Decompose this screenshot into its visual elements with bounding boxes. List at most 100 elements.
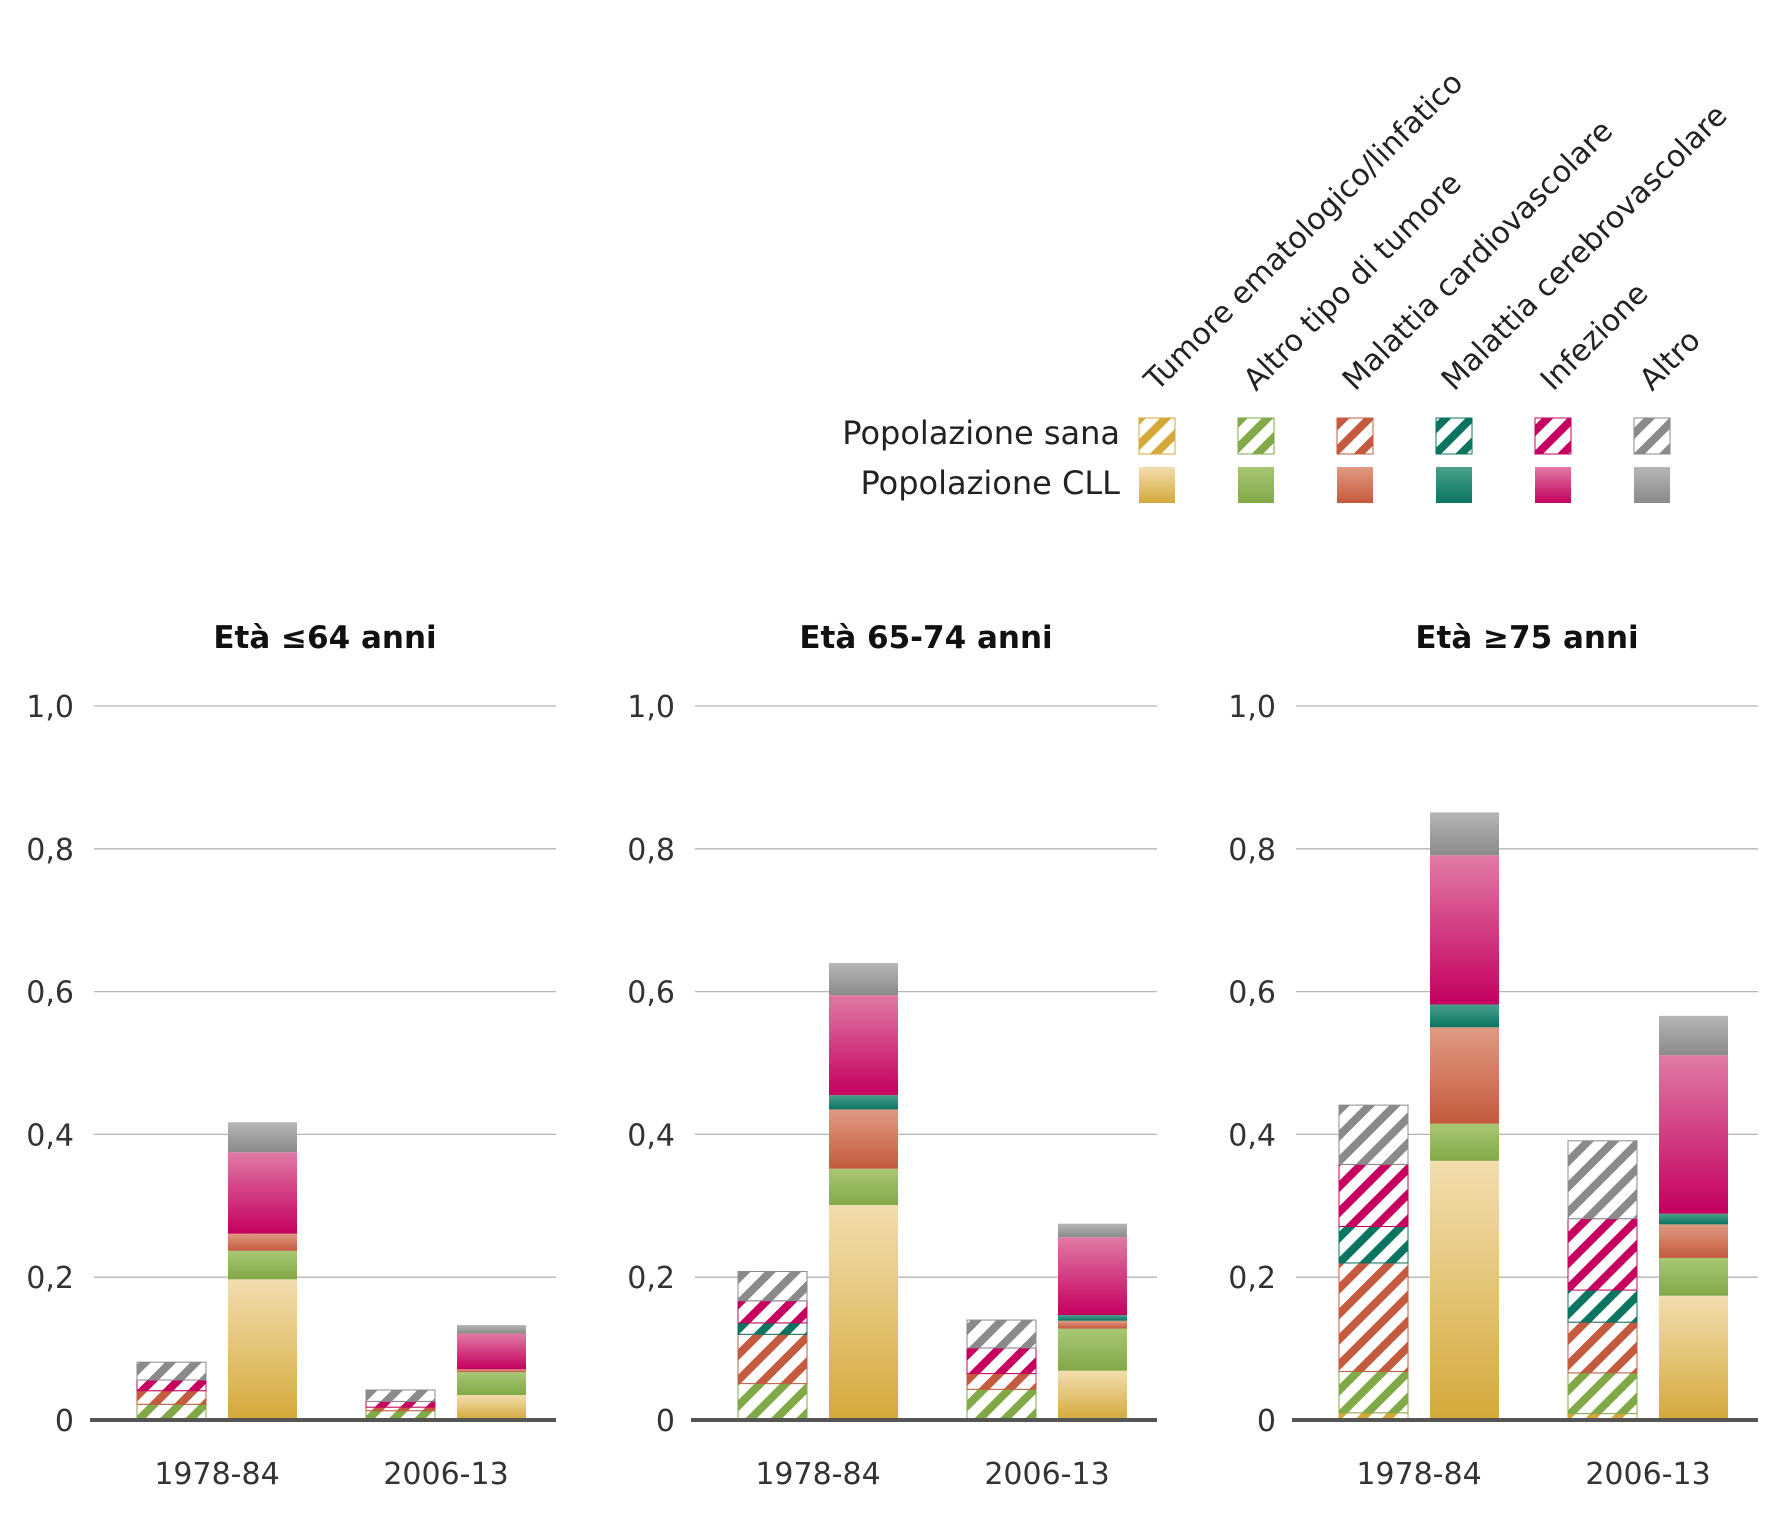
y-tick-label: 0,8 <box>26 833 74 868</box>
y-tick-label: 0,2 <box>26 1261 74 1296</box>
bar-cll-cardio <box>1058 1320 1127 1329</box>
bar-sana-infezione <box>1567 1218 1638 1291</box>
bar-cll-ematologico <box>1430 1160 1499 1420</box>
x-tick-label: 1978-84 <box>1356 1457 1481 1492</box>
legend-swatch-sana-ematologico <box>1138 417 1176 455</box>
legend: Popolazione sana Popolazione CLL Tumore … <box>842 65 1734 503</box>
bar-sana-altro_tumore <box>1567 1372 1638 1415</box>
bar-cll-cardio <box>457 1369 526 1373</box>
panel-2: Età 65-74 anni 0 0,2 0,4 0,6 0,8 1,0 1978-84 200… <box>627 620 1157 1492</box>
bar-cll-altro <box>1058 1223 1127 1238</box>
y-tick-label: 0,4 <box>26 1118 74 1153</box>
y-tick-label: 0,4 <box>1228 1118 1276 1153</box>
legend-swatch-cll-altro <box>1634 467 1670 503</box>
y-tick-label: 0,8 <box>627 833 675 868</box>
bar-sana-infezione <box>737 1300 808 1324</box>
legend-swatch-sana-altro_tumore <box>1237 417 1275 455</box>
bar-cll-altro <box>829 963 898 996</box>
bar-cll-altro <box>1430 812 1499 856</box>
bar-cll-ematologico <box>829 1205 898 1420</box>
y-tick-label: 1,0 <box>26 690 74 725</box>
bar-sana-altro_tumore <box>136 1403 207 1421</box>
y-tick-label: 0 <box>55 1404 74 1439</box>
bar-sana-cardio <box>1338 1262 1409 1372</box>
y-tick-label: 0,6 <box>627 976 675 1011</box>
bar-sana-altro <box>737 1270 808 1302</box>
bar-cll-cardio <box>1659 1224 1728 1258</box>
bar-cll-cerebro <box>829 1095 898 1110</box>
bar-cll-infezione <box>228 1152 297 1234</box>
bar-cll-infezione <box>1430 855 1499 1005</box>
bar-cll-cardio <box>228 1233 297 1251</box>
bar-sana-cardio <box>966 1373 1037 1390</box>
x-tick-label: 1978-84 <box>154 1457 279 1492</box>
y-tick-label: 1,0 <box>1228 690 1276 725</box>
bar-sana-altro <box>1338 1104 1409 1165</box>
y-tick-label: 0,8 <box>1228 833 1276 868</box>
bar-cll-altro_tumore <box>1058 1328 1127 1371</box>
bar-cll-infezione <box>457 1333 526 1370</box>
legend-row-cll: Popolazione CLL <box>860 464 1120 502</box>
bar-sana-cerebro <box>1338 1226 1409 1264</box>
legend-swatch-sana-altro <box>1633 417 1671 455</box>
legend-swatch-cll-ematologico <box>1139 467 1175 503</box>
legend-swatch-sana-cerebro <box>1435 417 1473 455</box>
bar-sana-altro <box>1567 1140 1638 1220</box>
y-tick-label: 0,6 <box>1228 976 1276 1011</box>
panel-title: Età ≥75 anni <box>1415 620 1638 656</box>
bar-cll-altro_tumore <box>1430 1123 1499 1161</box>
bar-cll-ematologico <box>1659 1295 1728 1420</box>
bar-cll-altro_tumore <box>1659 1257 1728 1296</box>
bar-cll-cardio <box>1430 1027 1499 1124</box>
bar-cll-cerebro <box>1058 1315 1127 1321</box>
panel-title: Età 65-74 anni <box>799 620 1052 656</box>
panel-1: Età ≤64 anni 0 0,2 0,4 0,6 0,8 1,0 1978-84 2006-… <box>26 620 556 1492</box>
panel-title: Età ≤64 anni <box>213 620 436 656</box>
bar-cll-ematologico <box>1058 1370 1127 1420</box>
y-tick-label: 0,2 <box>1228 1261 1276 1296</box>
bar-cll-cerebro <box>1430 1004 1499 1028</box>
bar-sana-altro <box>966 1319 1037 1349</box>
x-tick-label: 2006-13 <box>984 1457 1109 1492</box>
bar-cll-altro <box>1659 1015 1728 1056</box>
bar-sana-altro_tumore <box>737 1383 808 1421</box>
legend-row-sana: Popolazione sana <box>842 414 1120 452</box>
bar-cll-infezione <box>1659 1055 1728 1214</box>
bar-cll-altro <box>457 1325 526 1334</box>
bar-cll-infezione <box>1058 1237 1127 1316</box>
bar-sana-cardio <box>1567 1321 1638 1374</box>
bar-cll-altro_tumore <box>829 1168 898 1206</box>
bar-cll-infezione <box>829 995 898 1096</box>
bar-cll-altro <box>228 1122 297 1153</box>
legend-swatch-sana-infezione <box>1534 417 1572 455</box>
x-tick-label: 1978-84 <box>755 1457 880 1492</box>
bar-sana-cardio <box>365 1406 436 1412</box>
legend-swatch-cll-infezione <box>1535 467 1571 503</box>
panel-3: Età ≥75 anni 0 0,2 0,4 0,6 0,8 1,0 1978-84 2006-… <box>1228 620 1758 1492</box>
bar-sana-altro_tumore <box>966 1388 1037 1421</box>
bar-cll-altro_tumore <box>457 1372 526 1396</box>
bar-sana-infezione <box>365 1400 436 1408</box>
bar-cll-cerebro <box>1659 1213 1728 1225</box>
bar-sana-infezione <box>136 1379 207 1392</box>
legend-swatch-cll-cardio <box>1337 467 1373 503</box>
bar-cll-ematologico <box>228 1279 297 1420</box>
bar-sana-cerebro <box>1567 1289 1638 1323</box>
bar-sana-altro <box>136 1361 207 1381</box>
y-tick-label: 0,6 <box>26 976 74 1011</box>
bar-cll-altro_tumore <box>228 1250 297 1280</box>
y-tick-label: 0,2 <box>627 1261 675 1296</box>
bar-sana-altro <box>365 1389 436 1402</box>
y-tick-label: 0 <box>656 1404 675 1439</box>
bar-cll-ematologico <box>457 1395 526 1420</box>
bar-sana-infezione <box>1338 1163 1409 1228</box>
bar-sana-infezione <box>966 1347 1037 1375</box>
legend-swatch-cll-cerebro <box>1436 467 1472 503</box>
bar-sana-cardio <box>737 1333 808 1385</box>
x-tick-label: 2006-13 <box>1585 1457 1710 1492</box>
legend-swatch-sana-cardio <box>1336 417 1374 455</box>
legend-swatch-cll-altro_tumore <box>1238 467 1274 503</box>
bar-sana-altro_tumore <box>1338 1370 1409 1414</box>
bar-cll-cardio <box>829 1109 898 1169</box>
legend-label-altro: Altro <box>1633 323 1708 398</box>
